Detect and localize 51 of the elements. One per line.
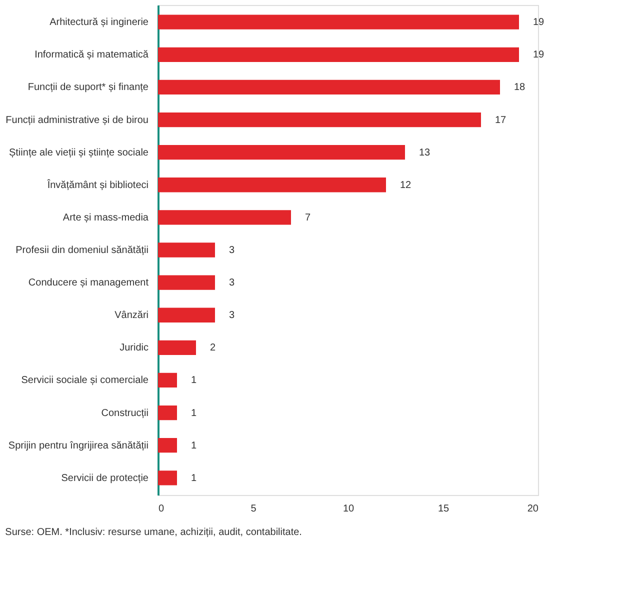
x-tick-label: 10 <box>342 504 354 514</box>
data-label: 3 <box>229 278 235 289</box>
data-label: 2 <box>210 342 216 354</box>
data-label: 18 <box>514 82 526 94</box>
bar <box>158 275 215 290</box>
data-label: 3 <box>229 245 235 256</box>
bar <box>158 80 500 95</box>
bar <box>158 210 291 225</box>
data-label: 19 <box>533 17 545 28</box>
bar <box>158 470 177 486</box>
y-tick-label: Științe ale vieții și științe sociale <box>8 147 149 158</box>
data-label: 12 <box>400 180 412 191</box>
data-label: 1 <box>191 472 197 484</box>
bar <box>158 242 215 258</box>
bar <box>158 112 481 128</box>
y-tick-label: Vânzări <box>114 310 148 322</box>
y-tick-label: Profesii din domeniul sănătății <box>16 245 148 256</box>
y-tick-label: Informatică și matematică <box>34 50 149 61</box>
text: Surse: OEM. *Inclusiv: resurse umane, achiziții, audit, contabilitate. <box>5 527 302 538</box>
y-tick-label: Arhitectură și inginerie <box>50 17 149 28</box>
bar <box>158 145 405 160</box>
y-tick-label: Arte și mass-media <box>62 212 149 224</box>
x-tick-label: 20 <box>527 504 539 514</box>
y-tick-label: Sprijin pentru îngrijirea sănătății <box>8 440 148 452</box>
data-label: 17 <box>495 114 507 126</box>
data-label: 13 <box>419 147 431 158</box>
data-label: 7 <box>305 212 311 224</box>
y-tick-label: Servicii de protecție <box>61 472 149 484</box>
y-tick-label: Servicii sociale și comerciale <box>21 375 149 386</box>
y-tick-label: Construcții <box>101 408 148 419</box>
data-label: 1 <box>191 375 197 386</box>
data-label: 19 <box>533 50 545 61</box>
bar <box>158 47 519 62</box>
data-label: 1 <box>191 440 197 452</box>
x-tick-label: 0 <box>158 504 164 514</box>
bar <box>158 178 386 192</box>
y-tick-label: Funcții administrative și de birou <box>6 114 148 126</box>
bar <box>158 308 215 322</box>
x-tick-label: 15 <box>438 504 450 514</box>
data-label: 1 <box>191 408 197 419</box>
y-tick-label: Conducere și management <box>28 278 149 289</box>
bar <box>158 405 177 420</box>
bar <box>158 372 177 388</box>
bar <box>158 14 519 30</box>
data-label: 3 <box>229 310 235 322</box>
x-tick-label: 5 <box>250 504 257 514</box>
bar <box>158 340 196 355</box>
y-tick-label: Juridic <box>120 342 148 354</box>
y-tick-label: Funcții de suport* și finanțe <box>28 82 149 94</box>
y-tick-label: Învățământ și biblioteci <box>46 178 148 191</box>
bar <box>158 438 177 453</box>
